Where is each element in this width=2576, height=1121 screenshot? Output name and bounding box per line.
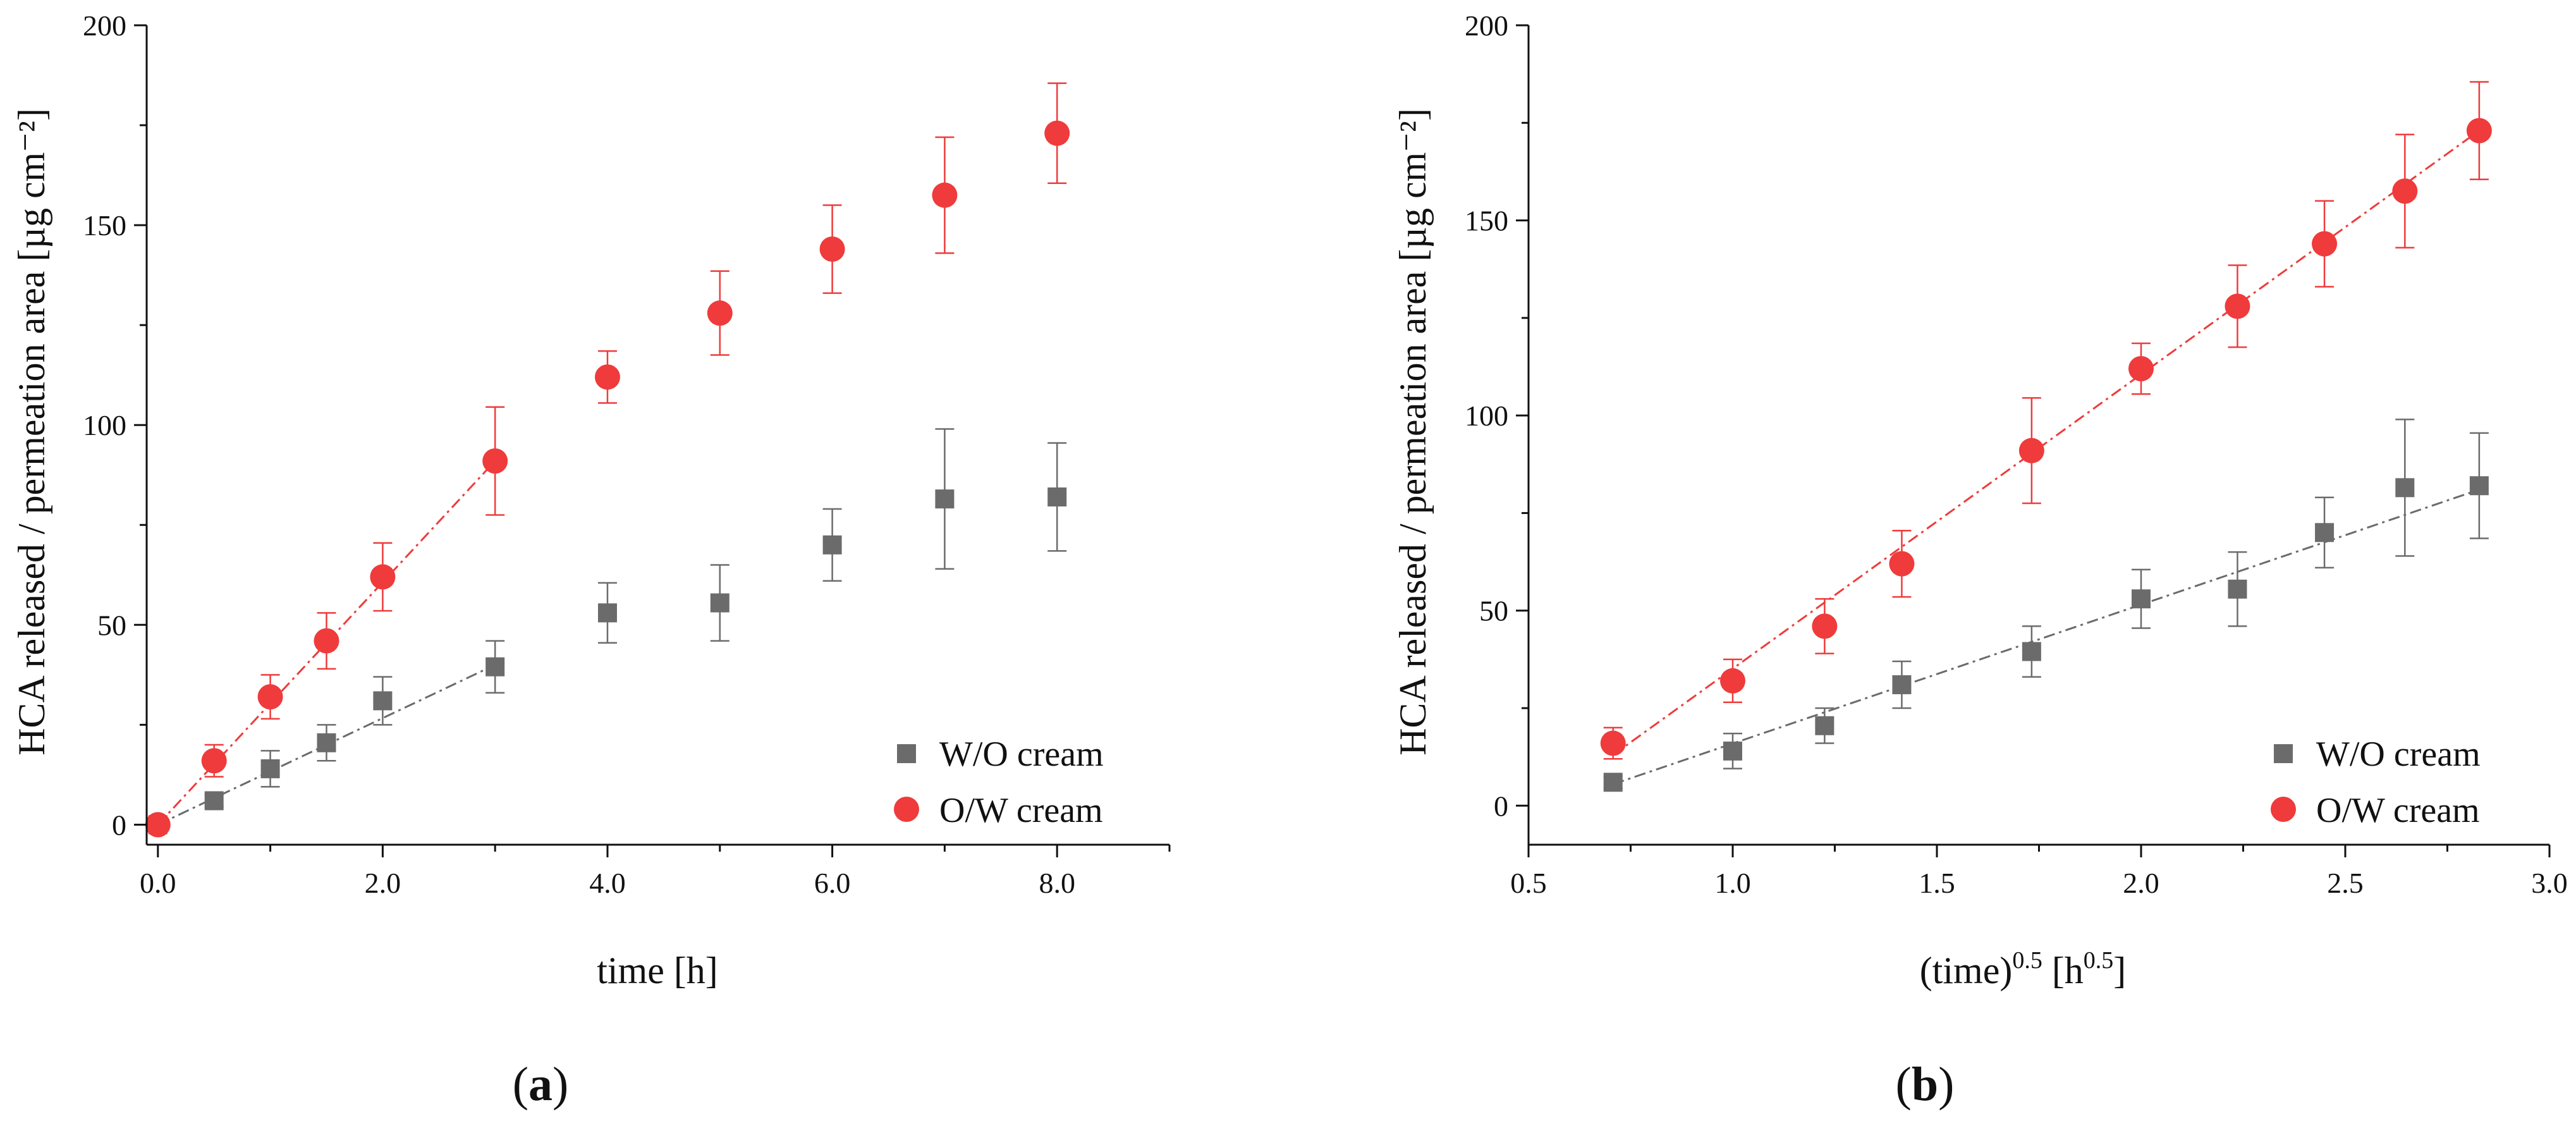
data-point-wo <box>373 691 393 711</box>
data-point-wo <box>935 489 955 509</box>
data-point-wo <box>1047 487 1067 506</box>
data-point-wo <box>1723 741 1742 761</box>
data-point-ow <box>1044 120 1070 146</box>
panel-b-caption: (b) <box>1896 1058 1955 1111</box>
data-point-wo <box>485 657 505 677</box>
panel-b-ytick-label: 0 <box>1494 790 1508 822</box>
data-point-wo <box>822 535 842 554</box>
panel-b-ytick-label: 150 <box>1465 205 1508 237</box>
panel-b-caption-letter: b <box>1912 1058 1938 1111</box>
data-point-ow <box>482 448 508 474</box>
legend-label-ow: O/W cream <box>2316 791 2480 830</box>
data-point-wo <box>1603 773 1623 792</box>
panel-b-xtick-label: 1.0 <box>1714 867 1751 899</box>
data-point-wo <box>2315 523 2335 542</box>
xlabel-part: [h <box>2042 950 2084 991</box>
chart-panel-b: 0 50 100 150 200 0.5 1.0 1.5 2.0 2.5 3.0… <box>1392 9 2568 1111</box>
legend-marker-ow <box>894 797 919 822</box>
data-point-ow <box>819 236 845 262</box>
data-point-ow <box>2466 118 2492 144</box>
panel-b-ytick-label: 200 <box>1465 9 1508 42</box>
data-point-ow <box>314 628 339 654</box>
panel-a-ytick-label: 150 <box>83 209 126 242</box>
panel-b-ytick-label: 100 <box>1465 400 1508 432</box>
data-point-wo <box>2469 476 2489 496</box>
fit-line-ow <box>1612 130 2480 756</box>
data-point-ow <box>370 564 396 590</box>
panel-b-ytick-label: 50 <box>1479 595 1508 627</box>
data-point-ow <box>2392 178 2418 204</box>
data-point-ow <box>594 364 620 390</box>
panel-b-xtick-label: 0.5 <box>1510 867 1547 899</box>
legend-label-ow: O/W cream <box>939 791 1103 830</box>
data-point-wo <box>1892 675 1912 694</box>
data-point-ow <box>1720 668 1745 694</box>
data-point-wo <box>1815 716 1834 735</box>
panel-b-xtick-label: 2.5 <box>2327 867 2364 899</box>
legend-label-wo: W/O cream <box>2316 735 2481 774</box>
panel-a-ytick-label: 100 <box>83 409 126 441</box>
panel-a-ytick-label: 50 <box>97 609 126 641</box>
data-point-wo <box>2022 642 2041 661</box>
panel-a-xtick-label: 0.0 <box>140 867 176 899</box>
panel-b-y-axis-label: HCA released / permeation area [µg cm⁻²] <box>1392 108 1434 756</box>
data-point-ow <box>1600 730 1626 756</box>
panel-b-xtick-label: 3.0 <box>2531 867 2568 899</box>
panel-b-axes <box>1516 24 2551 857</box>
panel-a-xtick-label: 4.0 <box>589 867 626 899</box>
data-point-wo <box>2228 579 2247 599</box>
panel-a-marks <box>145 82 1070 838</box>
data-point-ow <box>932 182 958 208</box>
data-point-ow <box>1812 613 1838 639</box>
xlabel-sup: 0.5 <box>2012 947 2042 974</box>
data-point-ow <box>707 300 733 326</box>
panel-b-xtick-label: 2.0 <box>2123 867 2159 899</box>
xlabel-part: ] <box>2113 950 2126 991</box>
panel-a-y-axis-label: HCA released / permeation area [µg cm⁻²] <box>11 108 52 756</box>
panel-a-xtick-label: 8.0 <box>1039 867 1075 899</box>
panel-a-caption: (a) <box>513 1058 569 1111</box>
legend-marker-ow <box>2271 797 2296 822</box>
legend-label-wo: W/O cream <box>939 735 1104 774</box>
data-point-ow <box>2225 293 2250 319</box>
data-point-wo <box>260 759 280 778</box>
panel-a-xtick-label: 2.0 <box>365 867 401 899</box>
data-point-wo <box>2395 478 2415 498</box>
panel-a-x-axis-label: time [h] <box>597 950 718 991</box>
legend-marker-wo <box>2274 744 2293 763</box>
chart-panel-a: 0 50 100 150 200 0.0 2.0 4.0 6.0 8.0 HCA… <box>11 9 1171 1111</box>
data-point-ow <box>2018 438 2044 463</box>
panel-a-caption-letter: a <box>528 1058 552 1111</box>
fit-line-wo <box>1613 488 2480 785</box>
panel-b-legend: W/O cream O/W cream <box>2271 735 2481 830</box>
panel-b-x-axis-label: (time)0.5 [h0.5] <box>1920 947 2127 991</box>
xlabel-sup: 0.5 <box>2084 947 2114 974</box>
panel-a-xtick-label: 6.0 <box>814 867 851 899</box>
data-point-wo <box>204 791 224 811</box>
panel-a-ytick-label: 200 <box>83 9 126 42</box>
data-point-wo <box>597 603 617 623</box>
legend-marker-wo <box>897 744 916 763</box>
data-point-ow <box>2128 356 2154 382</box>
data-point-ow <box>1889 551 1915 577</box>
data-point-ow <box>145 812 171 838</box>
data-point-wo <box>2132 589 2151 609</box>
data-point-wo <box>317 733 336 752</box>
panel-a-ytick-label: 0 <box>112 809 126 841</box>
panel-b-xtick-label: 1.5 <box>1919 867 1955 899</box>
data-point-ow <box>2312 231 2338 257</box>
panel-a-legend: W/O cream O/W cream <box>894 735 1104 830</box>
panel-b-marks <box>1600 81 2492 792</box>
xlabel-part: (time) <box>1920 950 2013 991</box>
data-point-wo <box>710 593 729 613</box>
data-point-ow <box>201 748 227 774</box>
panel-a-axes <box>134 24 1171 857</box>
data-point-ow <box>257 684 283 710</box>
fit-line-ow <box>157 460 496 826</box>
